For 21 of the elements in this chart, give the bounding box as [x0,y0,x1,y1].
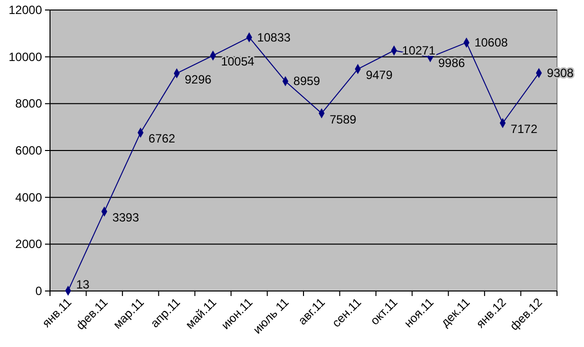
data-label: 13 [76,278,90,292]
y-tick-label: 10000 [8,50,42,64]
y-tick-label: 0 [35,284,42,298]
data-label: 9308 [546,66,574,80]
data-label: 6762 [148,132,176,146]
data-label: 3393 [112,210,140,225]
data-label: 7172 [510,122,538,136]
data-label: 9296 [184,72,212,86]
y-tick-label: 8000 [15,96,42,111]
y-tick-label: 6000 [15,144,42,158]
data-label: 9479 [366,68,393,82]
y-tick-label: 4000 [15,190,42,204]
y-tick-label: 12000 [8,3,42,17]
data-label: 10608 [474,36,508,50]
y-tick-label: 2000 [15,237,42,252]
data-label: 10833 [257,30,291,44]
data-label: 10054 [220,54,255,69]
data-label: 9986 [438,56,466,70]
data-label: 7589 [330,112,357,126]
data-label: 8959 [293,74,320,88]
data-label: 10271 [402,43,436,58]
